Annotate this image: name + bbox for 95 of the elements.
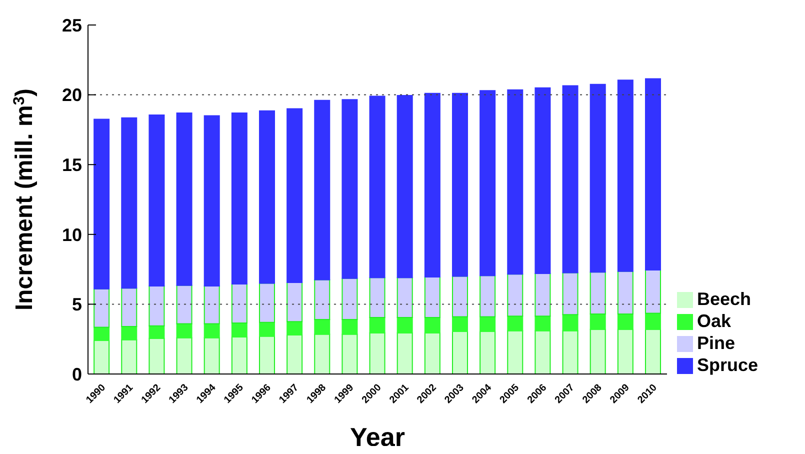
y-tick-label: 5 — [72, 294, 82, 315]
bar — [590, 328, 606, 374]
bar — [534, 316, 551, 332]
bar — [342, 334, 358, 374]
bar — [148, 286, 165, 326]
bar — [286, 282, 303, 322]
bar — [424, 332, 440, 374]
legend-label: Beech — [697, 289, 752, 309]
bar — [231, 322, 248, 338]
bar — [644, 312, 661, 330]
bar — [148, 114, 165, 287]
bar — [617, 328, 634, 374]
bar — [590, 313, 606, 330]
legend-label: Oak — [697, 311, 732, 331]
bar — [121, 117, 138, 289]
bar — [148, 338, 165, 374]
y-tick-label: 15 — [62, 154, 82, 175]
bar — [369, 316, 386, 334]
bar — [507, 274, 524, 317]
bar — [644, 78, 661, 270]
bar — [396, 95, 413, 278]
bar — [94, 340, 110, 374]
bar — [342, 99, 358, 279]
bar — [258, 110, 275, 284]
bar — [258, 282, 275, 323]
bar — [617, 80, 634, 272]
bar — [452, 92, 468, 277]
bar — [452, 316, 468, 332]
bar — [590, 272, 606, 314]
bar — [342, 319, 358, 335]
bar — [204, 323, 220, 338]
bar — [507, 89, 524, 275]
bar — [369, 277, 386, 318]
bar — [369, 96, 386, 278]
bar — [644, 328, 661, 374]
bar — [452, 276, 468, 318]
bar — [204, 286, 220, 324]
bar — [369, 332, 386, 374]
bar — [94, 118, 110, 290]
bar — [258, 336, 275, 374]
bar — [121, 288, 138, 328]
bar — [286, 334, 303, 374]
bar — [562, 314, 578, 332]
bar — [176, 284, 192, 324]
bar — [534, 330, 551, 374]
bar — [94, 326, 110, 341]
bar — [94, 288, 110, 328]
bar — [480, 275, 496, 318]
bar — [314, 100, 330, 280]
bar — [342, 278, 358, 320]
bar — [176, 337, 192, 374]
bar — [424, 316, 440, 334]
bar — [424, 92, 440, 278]
bar — [617, 270, 634, 314]
bar — [148, 325, 165, 339]
bar — [562, 330, 578, 374]
bar — [534, 87, 551, 274]
bar — [314, 319, 330, 335]
bar — [231, 336, 248, 374]
bar — [507, 330, 524, 374]
bar — [534, 272, 551, 317]
y-tick-label: 20 — [62, 85, 82, 106]
bar — [314, 279, 330, 320]
bar — [562, 85, 578, 274]
legend-label: Pine — [697, 333, 736, 353]
bar — [121, 326, 138, 340]
legend-label: Spruce — [697, 355, 758, 375]
bar — [204, 337, 220, 374]
bar — [480, 330, 496, 374]
bar — [424, 276, 440, 318]
bar — [617, 313, 634, 330]
bar — [258, 322, 275, 337]
bar — [231, 112, 248, 284]
bar — [286, 321, 303, 336]
bar — [507, 316, 524, 332]
bar — [396, 277, 413, 318]
bar — [396, 316, 413, 334]
bar — [204, 115, 220, 287]
bar — [176, 112, 192, 286]
bar — [452, 330, 468, 374]
bar — [231, 283, 248, 324]
y-tick-label: 10 — [62, 224, 82, 245]
bar — [480, 316, 496, 332]
bar — [644, 270, 661, 314]
bar — [590, 84, 606, 273]
bar — [396, 332, 413, 374]
bar — [314, 334, 330, 374]
y-tick-label: 25 — [62, 15, 82, 36]
bar — [562, 272, 578, 316]
y-tick-label: 0 — [72, 364, 82, 384]
bar — [121, 339, 138, 374]
bar — [176, 323, 192, 338]
bar — [286, 108, 303, 284]
x-axis-title: Year — [350, 422, 405, 452]
bar — [480, 90, 496, 276]
